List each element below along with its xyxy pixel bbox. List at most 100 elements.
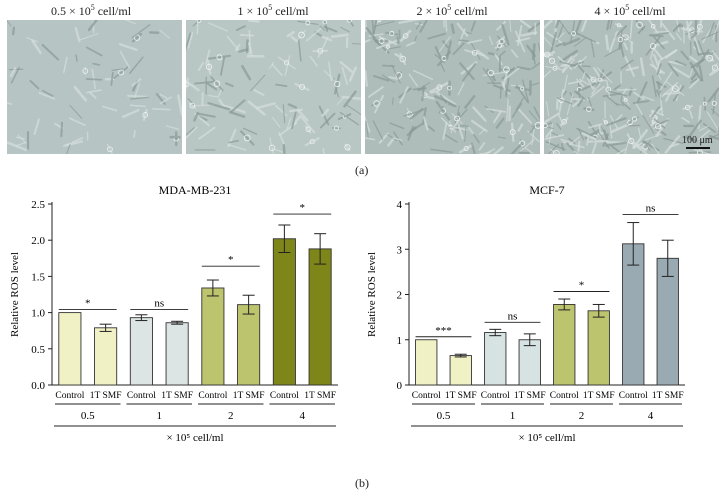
bar <box>165 322 189 386</box>
cell-shape <box>675 32 682 41</box>
panel-a-label: (a) <box>355 163 369 177</box>
micrograph-1 <box>7 20 182 154</box>
cell-shape <box>651 59 662 81</box>
cell-shape <box>225 82 234 88</box>
round-cell <box>386 44 390 49</box>
cell-shape <box>206 82 218 91</box>
cell-shape <box>399 53 407 65</box>
cell-shape <box>372 120 384 140</box>
round-cell <box>196 20 202 23</box>
cell-shape <box>689 78 698 84</box>
cell-shape <box>297 20 319 26</box>
cell-shape <box>550 131 559 137</box>
cell-shape <box>125 20 136 25</box>
cell-shape <box>563 74 568 93</box>
cell-shape <box>10 66 20 84</box>
round-cell <box>463 146 469 152</box>
cell-shape <box>191 104 215 107</box>
cell-shape <box>642 114 655 134</box>
cell-shape <box>235 25 246 31</box>
cell-shape <box>621 94 630 106</box>
cell-shape <box>643 139 651 152</box>
cell-shape <box>427 125 435 132</box>
cell-shape <box>26 37 39 43</box>
cell-shape <box>708 22 715 37</box>
cell-shape <box>17 134 27 144</box>
round-cell <box>142 112 149 118</box>
round-cell <box>378 38 385 45</box>
cell-shape <box>348 66 357 82</box>
round-cell <box>655 123 662 130</box>
cell-shape <box>275 83 288 88</box>
cell-shape <box>616 148 627 154</box>
cell-shape <box>31 39 42 55</box>
chart-title: MCF-7 <box>529 183 564 197</box>
cell-shape <box>663 137 684 144</box>
round-cell <box>603 120 609 125</box>
cell-shape <box>65 141 72 154</box>
x-axis-label: × 10⁵ cell/ml <box>518 432 575 444</box>
cell-shape <box>386 133 398 142</box>
cell-shape <box>516 66 531 71</box>
cell-shape <box>531 129 535 146</box>
cell-shape <box>588 123 603 129</box>
cell-shape <box>339 111 360 126</box>
cell-shape <box>618 31 623 48</box>
cell-shape <box>482 67 495 85</box>
round-cell <box>696 23 703 30</box>
round-cell <box>552 66 558 71</box>
cell-shape <box>328 61 332 82</box>
cell-shape <box>545 65 565 71</box>
cell-shape <box>614 23 624 28</box>
cell-shape <box>193 111 199 122</box>
cell-shape <box>403 108 425 117</box>
cell-shape <box>304 125 312 134</box>
cell-shape <box>685 29 695 35</box>
cell-shape <box>445 40 452 61</box>
cell-shape <box>587 139 610 143</box>
cell-shape <box>596 67 613 84</box>
scale-bar <box>686 147 710 149</box>
cell-shape <box>606 20 611 31</box>
cell-shape <box>348 20 354 27</box>
cell-shape <box>111 68 124 72</box>
cell-shape <box>549 148 559 154</box>
cell-shape <box>458 143 474 154</box>
cell-shape <box>85 46 103 57</box>
cell-shape <box>614 114 623 123</box>
cell-shape <box>464 125 467 143</box>
cell-shape <box>690 58 705 69</box>
cell-shape <box>505 77 510 98</box>
cell-shape <box>520 31 538 37</box>
cell-shape <box>609 20 613 30</box>
round-cell <box>627 119 633 126</box>
cell-shape <box>549 31 557 55</box>
round-cell <box>389 31 395 37</box>
cell-shape <box>566 94 574 116</box>
cell-shape <box>556 122 562 130</box>
cell-shape <box>340 26 350 33</box>
round-cell <box>617 36 624 43</box>
cell-shape <box>651 106 661 118</box>
cell-shape <box>562 61 576 67</box>
cell-shape <box>654 119 669 127</box>
bar <box>201 287 225 386</box>
cell-shape <box>527 21 540 33</box>
cell-shape <box>430 148 453 154</box>
cell-shape <box>277 56 296 70</box>
micrograph-2 <box>186 20 361 154</box>
cell-shape <box>616 88 637 91</box>
cell-shape <box>131 32 143 43</box>
cell-shape <box>186 126 198 139</box>
cell-shape <box>394 53 403 59</box>
cell-shape <box>186 77 190 91</box>
cell-shape <box>385 31 399 36</box>
cell-shape <box>630 116 639 122</box>
cell-shape <box>470 20 476 32</box>
cell-shape <box>293 115 302 125</box>
group-label: 2 <box>228 410 234 422</box>
cell-shape <box>391 97 394 105</box>
round-cell <box>82 68 89 74</box>
round-cell <box>571 31 577 36</box>
significance-label: * <box>300 202 306 214</box>
